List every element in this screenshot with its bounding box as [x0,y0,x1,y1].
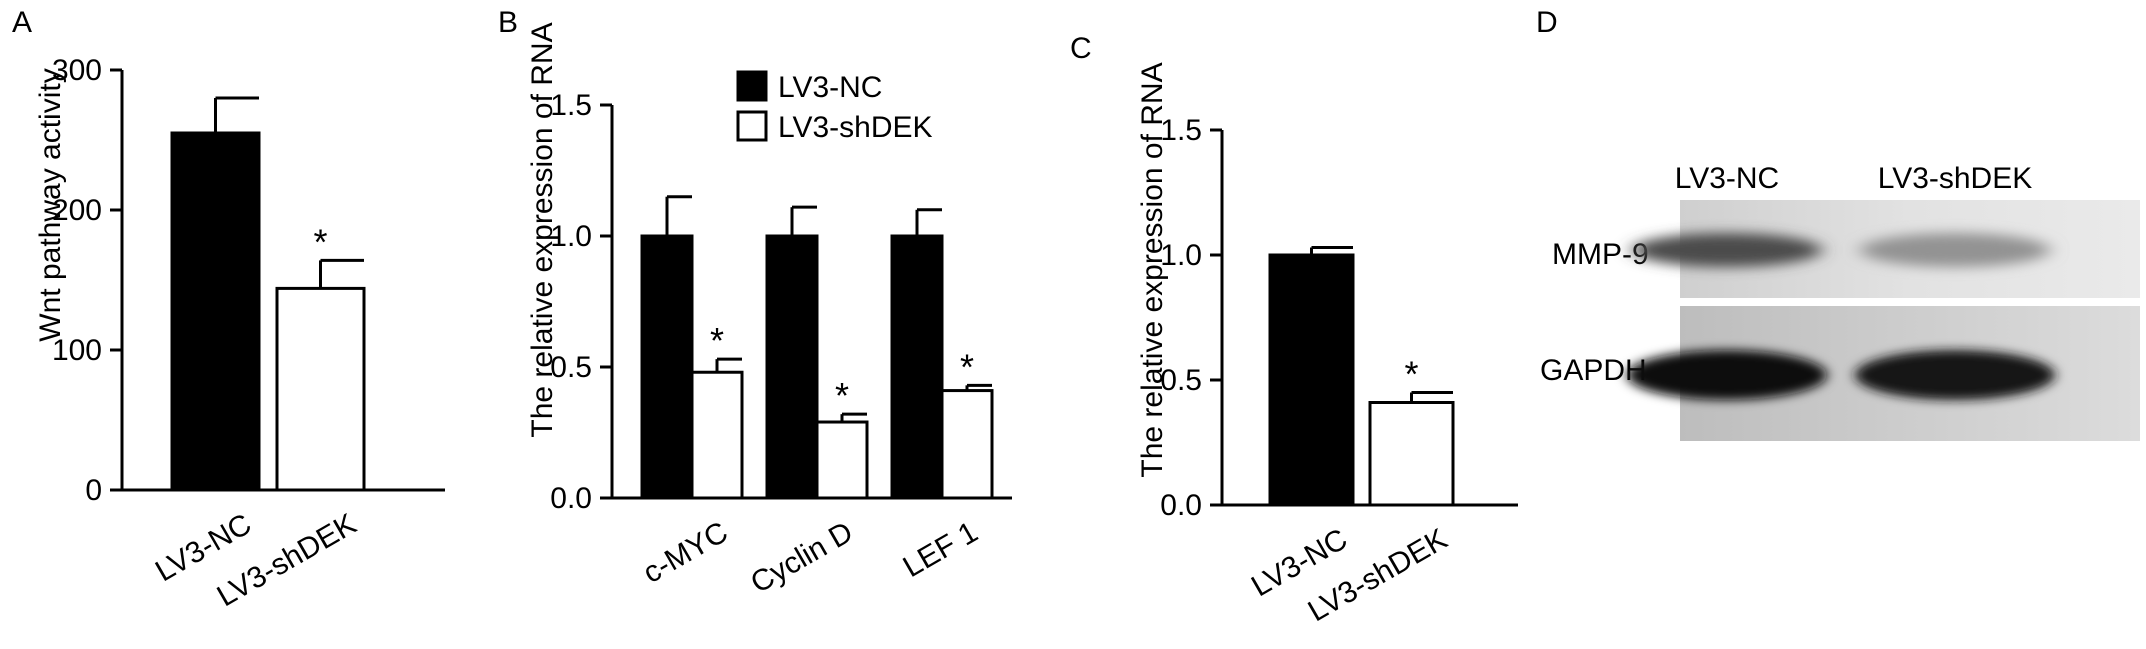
y-tick-label-c: 0.0 [1160,489,1202,522]
chart-panel-b: The relative expression of RNA LV3-NC LV… [526,22,1012,600]
legend-swatch-lv3-shdek [736,110,768,142]
y-axis-label-b: The relative expression of RNA [526,22,559,437]
y-tick-label-c: 1.0 [1160,239,1202,272]
bar-a-0 [170,131,261,492]
bar-c-1 [1368,401,1455,507]
y-tick-label-a: 100 [52,334,102,367]
y-tick-label-b: 0.0 [550,482,592,515]
panel-letter-a: A [12,6,32,39]
bar-b-1-2 [940,389,994,500]
blot-lane-label-lv3-nc: LV3-NC [1675,162,1779,195]
x-category-label-b-1: Cyclin D [745,515,858,599]
blot-band-gapdh-lane-0 [1627,350,1827,400]
blot-band-mmp-9-lane-1 [1860,233,2050,267]
y-tick-label-c: 1.5 [1160,114,1202,147]
chart-panel-a: Wnt pathway activity 0100200300LV3-NC*LV… [34,54,445,613]
y-tick-label-b: 0.5 [550,351,592,384]
y-tick-label-b: 1.5 [550,89,592,122]
y-tick-label-a: 300 [52,54,102,87]
y-tick-label-a: 200 [52,194,102,227]
legend: LV3-NC LV3-shDEK [736,70,933,144]
x-category-label-b-2: LEF 1 [898,515,984,584]
significance-marker-a-1: * [313,221,327,262]
y-axis-label-a: Wnt pathway activity [34,68,67,341]
y-tick-label-c: 0.5 [1160,364,1202,397]
x-category-label-b-0: c-MYC [638,515,734,589]
legend-swatch-lv3-nc [736,70,768,102]
blot-band-mmp-9-lane-0 [1632,233,1822,267]
blot-lane-label-lv3-shdek: LV3-shDEK [1878,162,2033,195]
blot-band-gapdh-lane-1 [1855,350,2055,400]
bar-b-0-1 [765,234,819,500]
y-axis-label-c: The relative expression of RNA [1136,62,1169,477]
significance-marker-b-1-0: * [710,320,724,361]
bar-b-0-0 [640,234,694,500]
blot-row-label-mmp-9: MMP-9 [1552,238,1649,271]
bar-b-1-0 [690,370,744,500]
significance-marker-b-1-1: * [835,375,849,416]
legend-label-lv3-nc: LV3-NC [778,71,882,104]
panel-letter-c: C [1070,32,1092,65]
bar-c-0 [1268,253,1355,507]
panel-letter-d: D [1536,6,1558,39]
bar-a-1 [275,286,366,492]
panel-letter-b: B [498,6,518,39]
significance-marker-c-1: * [1404,354,1418,395]
y-tick-label-b: 1.0 [550,220,592,253]
legend-label-lv3-shdek: LV3-shDEK [778,111,933,144]
significance-marker-b-1-2: * [960,346,974,387]
chart-panel-c: The relative expression of RNA 0.0 0.5 1.0… [1136,62,1518,628]
western-blot-panel: LV3-NC LV3-shDEK MMP-9 GAPDH [1540,162,2140,441]
bar-b-0-2 [890,234,944,500]
blot-bands [1627,233,2055,400]
bar-b-1-1 [815,420,869,500]
y-tick-label-a: 0 [85,474,102,507]
